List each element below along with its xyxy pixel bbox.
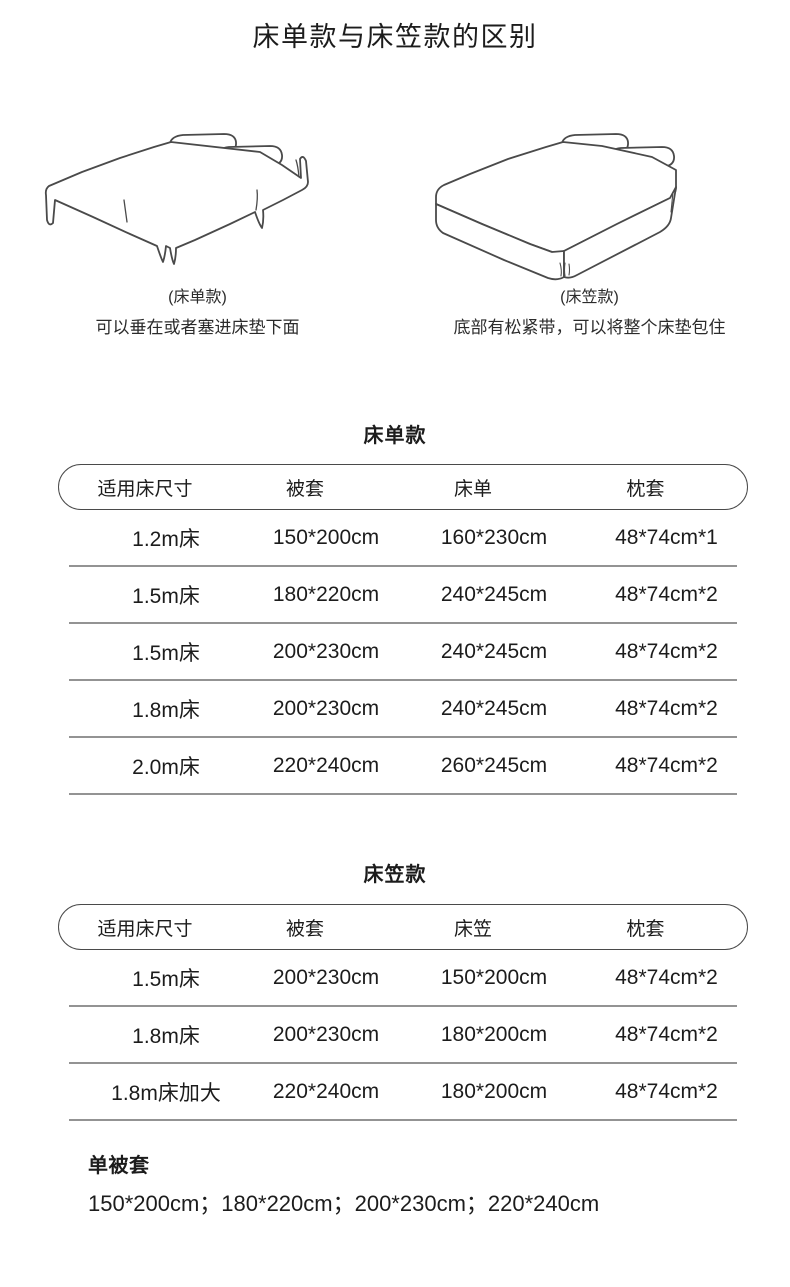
table-row: 1.5m床 200*230cm 150*200cm 48*74cm*2 xyxy=(69,950,737,1007)
section-heading-bedsheet: 床单款 xyxy=(363,425,427,447)
cell-pillowcase: 48*74cm*1 xyxy=(615,525,718,549)
cell-pillowcase: 48*74cm*2 xyxy=(615,1079,718,1103)
cell-pillowcase: 48*74cm*2 xyxy=(615,696,718,720)
cell-fittedsheet: 150*200cm xyxy=(440,965,548,989)
column-header-duvet: 被套 xyxy=(285,478,324,500)
column-header-bed-size: 适用床尺寸 xyxy=(97,478,193,500)
table-row: 1.8m床 200*230cm 180*200cm 48*74cm*2 xyxy=(69,1007,737,1064)
cell-sheet: 160*230cm xyxy=(440,525,548,549)
illustration-description: 可以垂在或者塞进床垫下面 xyxy=(95,318,300,337)
column-header-sheet: 床单 xyxy=(453,478,492,500)
cell-bed-size: 1.5m床 xyxy=(132,641,200,665)
table-row: 1.2m床 150*200cm 160*230cm 48*74cm*1 xyxy=(69,510,737,567)
fitted-bed-sheet-illustration xyxy=(435,133,677,281)
table-fittedsheet: 适用床尺寸 被套 床笠 枕套 1.5m床 200*230cm 150*200cm… xyxy=(58,904,748,1121)
table-row: 2.0m床 220*240cm 260*245cm 48*74cm*2 xyxy=(69,738,737,795)
table-row: 1.8m床 200*230cm 240*245cm 48*74cm*2 xyxy=(69,681,737,738)
cell-sheet: 240*245cm xyxy=(440,696,548,720)
column-header-fittedsheet: 床笠 xyxy=(453,918,492,940)
cell-pillowcase: 48*74cm*2 xyxy=(615,753,718,777)
cell-duvet: 200*230cm xyxy=(272,1022,380,1046)
table-bedsheet: 适用床尺寸 被套 床单 枕套 1.2m床 150*200cm 160*230cm… xyxy=(58,464,748,795)
cell-duvet: 200*230cm xyxy=(272,696,380,720)
table-header-row: 适用床尺寸 被套 床笠 枕套 xyxy=(58,904,748,950)
cell-fittedsheet: 180*200cm xyxy=(440,1079,548,1103)
cell-bed-size: 1.5m床 xyxy=(132,584,200,608)
note-sizes: 150*200cm；180*220cm；200*230cm；220*240cm xyxy=(88,1191,600,1216)
cell-bed-size: 2.0m床 xyxy=(132,755,200,779)
cell-duvet: 180*220cm xyxy=(272,582,380,606)
section-heading-fittedsheet: 床笠款 xyxy=(363,864,427,886)
cell-fittedsheet: 180*200cm xyxy=(440,1022,548,1046)
cell-bed-size: 1.8m床 xyxy=(132,1024,200,1048)
illustration-caption: (床笠款) xyxy=(560,289,619,306)
cell-pillowcase: 48*74cm*2 xyxy=(615,1022,718,1046)
table-row: 1.5m床 180*220cm 240*245cm 48*74cm*2 xyxy=(69,567,737,624)
column-header-pillowcase: 枕套 xyxy=(626,478,665,500)
single-duvet-note: 单被套 150*200cm；180*220cm；200*230cm；220*24… xyxy=(88,1152,599,1220)
cell-duvet: 220*240cm xyxy=(272,753,380,777)
cell-duvet: 220*240cm xyxy=(272,1079,380,1103)
cell-sheet: 240*245cm xyxy=(440,639,548,663)
cell-pillowcase: 48*74cm*2 xyxy=(615,965,718,989)
cell-pillowcase: 48*74cm*2 xyxy=(615,639,718,663)
flat-bed-sheet-illustration xyxy=(44,133,309,265)
cell-duvet: 200*230cm xyxy=(272,965,380,989)
cell-duvet: 150*200cm xyxy=(272,525,380,549)
page-title: 床单款与床笠款的区别 xyxy=(252,22,538,52)
cell-bed-size: 1.8m床 xyxy=(132,698,200,722)
illustration-caption: (床单款) xyxy=(168,289,227,306)
cell-sheet: 240*245cm xyxy=(440,582,548,606)
cell-sheet: 260*245cm xyxy=(440,753,548,777)
cell-bed-size: 1.8m床加大 xyxy=(111,1081,221,1105)
table-row: 1.8m床加大 220*240cm 180*200cm 48*74cm*2 xyxy=(69,1064,737,1121)
illustration-description: 底部有松紧带，可以将整个床垫包住 xyxy=(453,318,726,337)
column-header-duvet: 被套 xyxy=(285,918,324,940)
note-title: 单被套 xyxy=(88,1155,150,1177)
cell-pillowcase: 48*74cm*2 xyxy=(615,582,718,606)
illustration-row: (床单款) 可以垂在或者塞进床垫下面 xyxy=(0,100,790,350)
cell-bed-size: 1.2m床 xyxy=(132,527,200,551)
illustration-fitted-sheet: (床笠款) 底部有松紧带，可以将整个床垫包住 xyxy=(412,100,767,350)
column-header-bed-size: 适用床尺寸 xyxy=(97,918,193,940)
column-header-pillowcase: 枕套 xyxy=(626,918,665,940)
cell-duvet: 200*230cm xyxy=(272,639,380,663)
illustration-flat-sheet: (床单款) 可以垂在或者塞进床垫下面 xyxy=(20,100,375,350)
table-header-row: 适用床尺寸 被套 床单 枕套 xyxy=(58,464,748,510)
cell-bed-size: 1.5m床 xyxy=(132,967,200,991)
table-row: 1.5m床 200*230cm 240*245cm 48*74cm*2 xyxy=(69,624,737,681)
